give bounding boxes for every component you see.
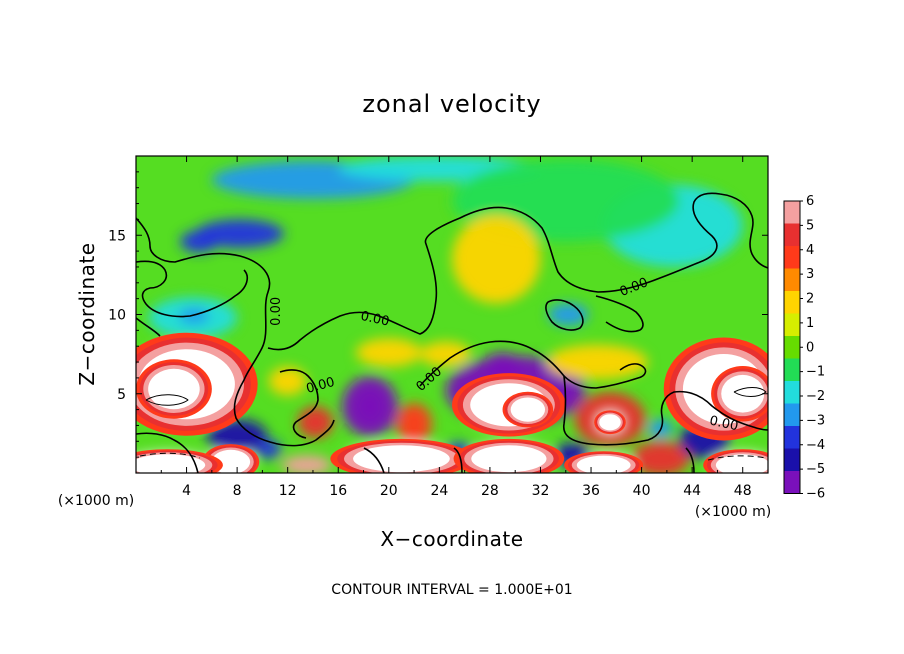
zero-contour-lower: [563, 375, 768, 446]
colorbar-swatch: [784, 426, 800, 449]
core-center: [599, 414, 621, 431]
zero-contour-mid: [279, 369, 319, 439]
y-tick-label: 15: [108, 228, 126, 244]
zero-contours: [136, 192, 768, 473]
velocity-blob: [420, 341, 471, 367]
colorbar-swatch: [784, 358, 800, 381]
velocity-blob: [355, 338, 422, 367]
x-tick-label: 16: [329, 483, 347, 499]
colorbar-label: −5: [806, 462, 825, 477]
core-center: [136, 454, 206, 473]
colorbar-swatch: [784, 223, 800, 246]
colorbar-swatch: [784, 448, 800, 471]
y-tick-label: 5: [117, 387, 126, 403]
colorbar-swatch: [784, 268, 800, 291]
zero-contour-notch: [363, 447, 385, 473]
core-center: [721, 374, 765, 413]
x-tick-label: 40: [633, 483, 651, 499]
x-tick-label: 32: [532, 483, 550, 499]
core-center: [715, 454, 768, 473]
colorbar-swatch: [784, 336, 800, 359]
colorbar-label: 1: [806, 316, 814, 331]
negative-contour-dashed-west: [139, 452, 201, 459]
core-center: [353, 445, 450, 473]
colorbar-label: 3: [806, 267, 814, 282]
x-tick-label: 8: [233, 483, 242, 499]
y-tick-label: 10: [108, 308, 126, 324]
zero-contour-upper: [136, 217, 335, 447]
x-tick-label: 48: [734, 483, 752, 499]
x-tick-label: 44: [683, 483, 701, 499]
zero-contour-bottom: [136, 432, 199, 473]
x-tick-label: 12: [279, 483, 297, 499]
colorbar-label: −2: [806, 389, 825, 404]
colorbar-swatch: [784, 403, 800, 426]
zero-contour-foot: [453, 447, 463, 473]
core-center: [576, 455, 631, 473]
colorbar-swatch: [784, 291, 800, 314]
velocity-blob: [256, 439, 282, 459]
velocity-blob: [546, 344, 648, 380]
colorbar-swatch: [784, 471, 800, 494]
x-axis-ticks: 4 8 12 16 20 24 28 32 36 40 44 48: [160, 156, 752, 499]
zero-contour-eastfoot: [685, 447, 695, 473]
velocity-blob: [281, 455, 332, 473]
colorbar: 6 5 4 3 2 1 0 −1 −2 −3 −4 −5 −6: [783, 194, 825, 502]
velocity-blob: [180, 230, 219, 253]
contour-label: 0.00: [269, 297, 284, 326]
core-center: [510, 397, 546, 422]
x-tick-label: 4: [182, 483, 191, 499]
x-axis-label: X−coordinate: [380, 527, 523, 551]
zero-contour-wave: [136, 317, 161, 337]
contour-interval-text: CONTOUR INTERVAL = 1.000E+01: [331, 582, 572, 598]
velocity-blob: [483, 352, 522, 378]
colorbar-swatch: [784, 246, 800, 269]
x-tick-label: 24: [430, 483, 448, 499]
zero-contour-top: [136, 260, 249, 318]
colorbar-label: 0: [806, 340, 814, 355]
colorbar-label: −6: [806, 487, 825, 502]
zero-contour-islet: [545, 299, 584, 331]
colorbar-label: 6: [806, 194, 814, 209]
colorbar-swatch: [784, 201, 800, 224]
x-unit-label-left: (×1000 m): [58, 493, 134, 509]
chart-title: zonal velocity: [362, 90, 541, 118]
core-center: [148, 368, 200, 410]
positive-contour-east: [733, 387, 767, 397]
x-tick-label: 36: [582, 483, 600, 499]
contour-label: 0.00: [305, 375, 337, 397]
colorbar-label: 5: [806, 218, 814, 233]
zero-contour-dip: [595, 295, 644, 333]
colorbar-label: −4: [806, 438, 825, 453]
colorbar-label: −3: [806, 413, 825, 428]
velocity-blob: [297, 406, 334, 439]
velocity-blob: [396, 403, 432, 445]
velocity-blob: [452, 214, 541, 304]
velocity-blob: [358, 392, 382, 421]
x-unit-label-right: (×1000 m): [695, 504, 771, 520]
velocity-blob: [268, 366, 307, 396]
velocity-blob: [631, 441, 690, 473]
x-tick-label: 20: [380, 483, 398, 499]
y-axis-label: Z−coordinate: [75, 242, 99, 385]
contour-label: 0.00: [708, 414, 739, 435]
colorbar-label: −1: [806, 365, 825, 380]
negative-contour-dashed-east: [707, 455, 767, 461]
colorbar-swatch: [784, 313, 800, 336]
colorbar-label: 4: [806, 243, 814, 258]
colorbar-swatch: [784, 381, 800, 404]
x-tick-label: 28: [481, 483, 499, 499]
y-axis-ticks: 5 10 15: [108, 171, 768, 458]
plot-area: 0.00 0.000.00 0.000.000.00: [136, 156, 768, 473]
colorbar-label: 2: [806, 292, 814, 307]
velocity-cores: [136, 332, 768, 473]
contour-label: 0.00: [359, 309, 390, 330]
core-center: [471, 445, 547, 473]
positive-contour-west: [145, 394, 189, 406]
zero-contour-ridge: [267, 192, 768, 351]
